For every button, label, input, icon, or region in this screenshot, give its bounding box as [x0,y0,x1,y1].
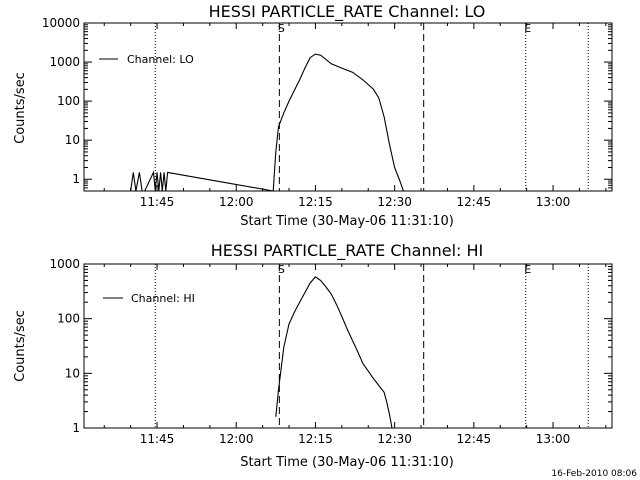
panel-hi: HESSI PARTICLE_RATE Channel: HI 11:45 12:… [13,241,613,470]
plot-frame-lo [83,22,613,192]
panel-lo: HESSI PARTICLE_RATE Channel: LO 11:45 12:… [13,2,613,229]
x-tick-label-lo: 13:00 [536,195,571,209]
vline-label-hi: S [278,263,285,276]
x-tick-label-lo: 12:15 [298,195,333,209]
legend-hi: Channel: HI [103,292,195,305]
y-tick-label-lo: 1 [72,172,80,186]
y-tick-label-hi: 1000 [49,257,80,271]
vline-label-hi: E [524,263,531,276]
x-tick-label-hi: 12:45 [457,432,492,446]
vline-label-lo: S [278,22,285,35]
x-tick-label-hi: 13:00 [536,432,571,446]
title-lo: HESSI PARTICLE_RATE Channel: LO [209,2,486,22]
plot-frame-hi [83,263,613,429]
x-tick-label-hi: 12:00 [219,432,254,446]
x-tick-label-lo: 11:45 [140,195,175,209]
series-line-hi [275,276,393,429]
xlabel-hi: Start Time (30-May-06 11:31:10) [240,455,454,470]
plot-area-lo: 11:45 12:00 12:15 12:30 12:45 13:00 1 10 100 1000… [42,16,613,209]
ylabel-lo: Counts/sec [13,72,28,144]
plot-area-hi: 11:45 12:00 12:15 12:30 12:45 13:00 1 10 100 1000… [49,257,613,446]
legend-label-hi: Channel: HI [131,292,195,305]
series-line-lo [130,53,404,192]
y-tick-label-lo: 10000 [42,16,80,30]
x-tick-label-hi: 12:15 [298,432,333,446]
y-tick-label-lo: 100 [57,94,80,108]
y-tick-label-lo: 1000 [49,55,80,69]
legend-lo: Channel: LO [99,53,194,66]
y-tick-label-hi: 100 [57,312,80,326]
y-tick-label-hi: 1 [72,421,80,435]
ylabel-hi: Counts/sec [13,310,28,382]
legend-label-lo: Channel: LO [127,53,194,66]
title-hi: HESSI PARTICLE_RATE Channel: HI [211,241,484,261]
x-tick-label-lo: 12:45 [457,195,492,209]
x-tick-label-lo: 12:30 [377,195,412,209]
timestamp: 16-Feb-2010 08:06 [551,469,637,479]
x-tick-label-hi: 11:45 [140,432,175,446]
x-tick-label-lo: 12:00 [219,195,254,209]
xlabel-lo: Start Time (30-May-06 11:31:10) [240,214,454,229]
vline-label-lo: E [524,22,531,35]
y-tick-label-hi: 10 [65,366,80,380]
x-tick-label-hi: 12:30 [377,432,412,446]
y-tick-label-lo: 10 [65,133,80,147]
